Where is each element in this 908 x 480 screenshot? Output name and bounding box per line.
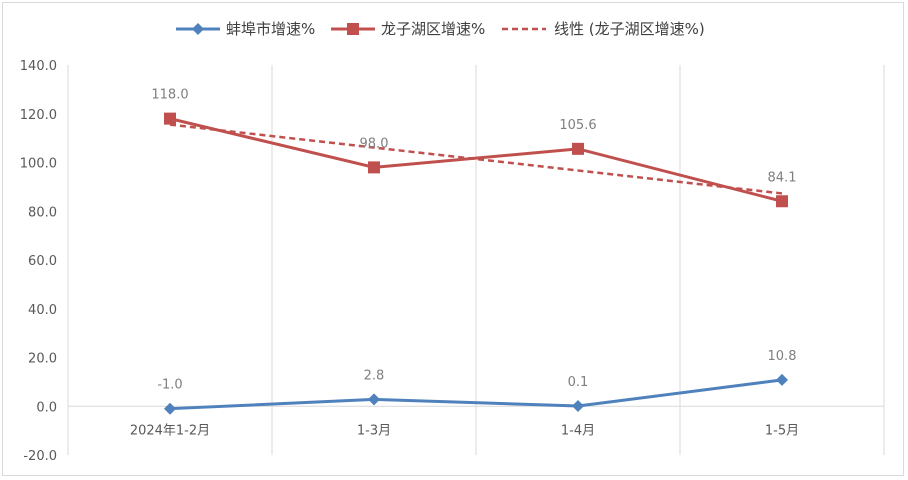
data-point [368,393,380,406]
data-point [776,195,788,208]
data-label: 105.6 [559,118,596,133]
data-point [572,400,584,413]
y-tick-label: 120.0 [20,108,57,123]
data-label: 0.1 [568,375,589,390]
y-tick-label: 0.0 [36,400,57,415]
series-line-1 [169,378,783,411]
y-tick-label: 100.0 [20,157,57,172]
data-point [776,373,788,386]
data-point [164,112,176,125]
y-tick-label: 80.0 [28,205,57,220]
data-point [368,161,380,174]
data-label: 2.8 [364,368,385,383]
data-label: 84.1 [768,170,797,185]
data-label: 118.0 [151,88,188,103]
data-point [164,402,176,415]
x-tick-label: 1-4月 [561,423,595,438]
trendline [169,123,783,195]
y-tick-label: 20.0 [28,352,57,367]
legend-marker [192,23,204,35]
data-label: 98.0 [360,136,389,151]
y-tick-label: 60.0 [28,254,57,269]
data-label: 10.8 [768,349,797,364]
legend-label: 龙子湖区增速% [381,20,485,38]
data-label: -1.0 [157,378,182,393]
legend-label: 线性 (龙子湖区增速%) [554,20,705,38]
x-tick-label: 1-3月 [357,423,391,438]
x-tick-label: 2024年1-2月 [130,423,210,438]
y-tick-label: -20.0 [23,449,57,464]
x-tick-label: 1-5月 [765,423,799,438]
y-tick-label: 40.0 [28,303,57,318]
legend-label: 蚌埠市增速% [226,20,315,38]
data-point [572,142,584,155]
y-tick-label: 140.0 [20,59,57,74]
series-line-2 [169,117,783,203]
legend-marker [347,23,359,35]
